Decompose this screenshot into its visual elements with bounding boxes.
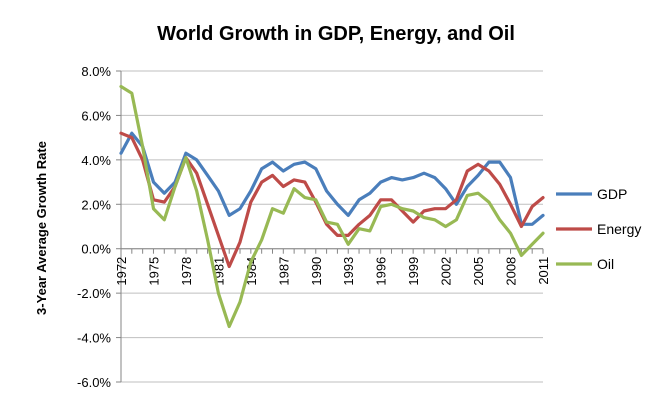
x-tick-label: 2002 [439, 257, 454, 286]
x-tick-label: 1987 [276, 257, 291, 286]
y-tick-label: -6.0% [77, 375, 111, 390]
legend-label-oil: Oil [597, 256, 614, 272]
y-tick-label: 6.0% [81, 108, 111, 123]
x-tick-label: 2005 [471, 257, 486, 286]
series-line-gdp [119, 131, 545, 226]
x-tick-label: 1999 [406, 257, 421, 286]
x-tick-label: 1978 [179, 257, 194, 286]
y-tick-label: 0.0% [81, 242, 111, 257]
y-tick-label: 2.0% [81, 197, 111, 212]
x-tick-label: 1993 [341, 257, 356, 286]
y-tick-label: 8.0% [81, 64, 111, 79]
x-tick-label: 1990 [309, 257, 324, 286]
legend-label-energy: Energy [597, 221, 641, 237]
x-tick-label: 1972 [114, 257, 129, 286]
series-line-energy [119, 131, 545, 269]
legend-label-gdp: GDP [597, 186, 627, 202]
x-tick-labels: 1972 1975 1978 1981 1984 1987 1990 1993 1996 1999… [114, 257, 551, 286]
y-axis-label: 3-Year Average Growth Rate [34, 141, 49, 315]
y-tick-label: -2.0% [77, 286, 111, 301]
x-tick-label: 2008 [504, 257, 519, 286]
gridlines [121, 70, 543, 383]
y-tick-labels: 8.0% 6.0% 4.0% 2.0% 0.0% -2.0% -4.0% -6.0% [77, 64, 111, 390]
chart-title: World Growth in GDP, Energy, and Oil [157, 23, 515, 45]
x-tick-label: 2011 [536, 257, 551, 285]
y-tick-label: 4.0% [81, 153, 111, 168]
axes [116, 70, 544, 383]
y-tick-label: -4.0% [77, 331, 111, 346]
series-line-oil [119, 84, 545, 329]
x-tick-label: 1996 [374, 257, 389, 286]
series-lines [119, 84, 545, 329]
x-tick-label: 1975 [146, 257, 161, 286]
legend: GDP Energy Oil [556, 186, 641, 272]
